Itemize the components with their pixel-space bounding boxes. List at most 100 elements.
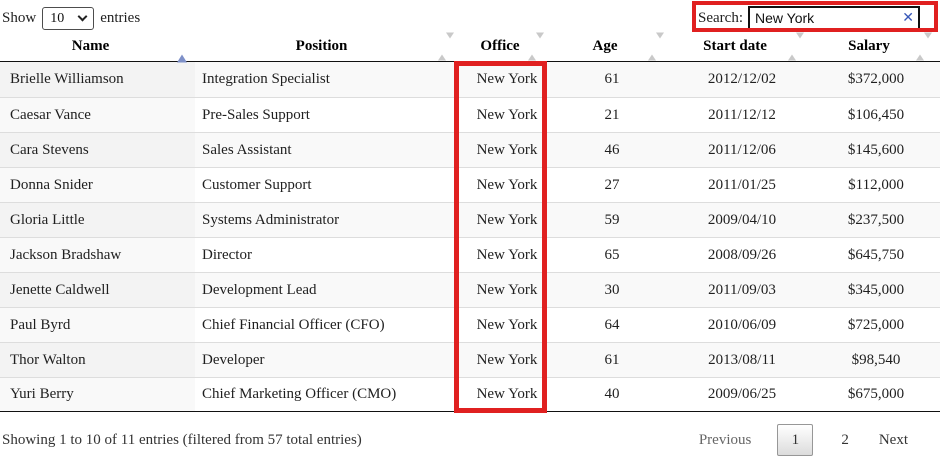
table-row: Cara Stevens Sales Assistant New York 46… — [0, 132, 940, 167]
cell-position: Chief Marketing Officer (CMO) — [195, 377, 462, 412]
cell-position: Sales Assistant — [195, 132, 462, 167]
sort-both-icon — [648, 32, 664, 60]
column-label: Start date — [703, 38, 767, 54]
cell-age: 46 — [552, 132, 672, 167]
cell-salary: $675,000 — [812, 377, 940, 412]
column-header-salary[interactable]: Salary — [812, 32, 940, 62]
cell-age: 27 — [552, 167, 672, 202]
sort-both-icon — [438, 32, 454, 60]
column-header-office[interactable]: Office — [462, 32, 552, 62]
cell-name: Thor Walton — [0, 342, 195, 377]
cell-name: Cara Stevens — [0, 132, 195, 167]
column-header-start-date[interactable]: Start date — [672, 32, 812, 62]
table-row: Brielle Williamson Integration Specialis… — [0, 62, 940, 97]
show-label: Show — [2, 9, 37, 26]
page-length-select[interactable]: 10 — [42, 6, 95, 30]
search-box: ✕ — [748, 6, 920, 30]
search-control: Search: ✕ — [690, 6, 930, 30]
sort-both-icon — [528, 32, 544, 60]
cell-office: New York — [462, 307, 552, 342]
cell-start-date: 2013/08/11 — [672, 342, 812, 377]
cell-position: Systems Administrator — [195, 202, 462, 237]
cell-salary: $237,500 — [812, 202, 940, 237]
cell-office: New York — [462, 272, 552, 307]
table-row: Jenette Caldwell Development Lead New Yo… — [0, 272, 940, 307]
cell-name: Donna Snider — [0, 167, 195, 202]
cell-age: 59 — [552, 202, 672, 237]
cell-name: Yuri Berry — [0, 377, 195, 412]
cell-start-date: 2009/04/10 — [672, 202, 812, 237]
cell-salary: $106,450 — [812, 97, 940, 132]
cell-salary: $98,540 — [812, 342, 940, 377]
table-row: Paul Byrd Chief Financial Officer (CFO) … — [0, 307, 940, 342]
page-length-control: Show 10 entries — [2, 6, 141, 30]
cell-start-date: 2011/01/25 — [672, 167, 812, 202]
cell-salary: $345,000 — [812, 272, 940, 307]
cell-office: New York — [462, 167, 552, 202]
cell-position: Development Lead — [195, 272, 462, 307]
cell-age: 61 — [604, 71, 620, 87]
cell-start-date: 2011/12/06 — [672, 132, 812, 167]
previous-button[interactable]: Previous — [698, 431, 752, 448]
column-label: Salary — [848, 38, 890, 54]
clear-search-icon[interactable]: ✕ — [902, 10, 914, 26]
table-body: Brielle Williamson Integration Specialis… — [0, 62, 940, 412]
page-2-button[interactable]: 2 — [841, 431, 849, 448]
table-controls: Show 10 entries Search: ✕ — [0, 0, 940, 32]
table-row: Yuri Berry Chief Marketing Officer (CMO)… — [0, 377, 940, 412]
cell-position: Customer Support — [195, 167, 462, 202]
cell-position: Developer — [195, 342, 462, 377]
entries-label: entries — [100, 9, 141, 26]
column-header-position[interactable]: Position — [195, 32, 462, 62]
cell-name: Jackson Bradshaw — [0, 237, 195, 272]
cell-age: 30 — [552, 272, 672, 307]
cell-name: Gloria Little — [0, 202, 195, 237]
header-row: Name Position Office Age Start date — [0, 32, 940, 62]
cell-name: Caesar Vance — [0, 97, 195, 132]
cell-start-date: 2011/12/12 — [672, 97, 812, 132]
cell-position: Integration Specialist — [202, 71, 330, 87]
page-1-button[interactable]: 1 — [777, 424, 814, 456]
column-header-age[interactable]: Age — [552, 32, 672, 62]
cell-name: Brielle Williamson — [0, 62, 195, 97]
cell-start-date: 2008/09/26 — [672, 237, 812, 272]
pagination: Previous 1 2 Next — [685, 424, 922, 456]
cell-name: Paul Byrd — [0, 307, 195, 342]
cell-age: 64 — [552, 307, 672, 342]
page-length-select-shell: 10 — [42, 6, 95, 30]
cell-salary: $145,600 — [812, 132, 940, 167]
cell-salary: $725,000 — [812, 307, 940, 342]
table-info: Showing 1 to 10 of 11 entries (filtered … — [2, 431, 362, 448]
table-footer: Showing 1 to 10 of 11 entries (filtered … — [0, 412, 940, 456]
next-button[interactable]: Next — [878, 431, 908, 448]
search-input[interactable] — [748, 6, 920, 30]
table-row: Donna Snider Customer Support New York 2… — [0, 167, 940, 202]
table-row: Caesar Vance Pre-Sales Support New York … — [0, 97, 940, 132]
cell-age: 21 — [552, 97, 672, 132]
cell-age: 65 — [552, 237, 672, 272]
cell-office: New York — [462, 342, 552, 377]
cell-office: New York — [476, 71, 538, 87]
cell-position: Director — [195, 237, 462, 272]
sort-both-icon — [916, 32, 932, 60]
cell-position: Chief Financial Officer (CFO) — [195, 307, 462, 342]
cell-office: New York — [462, 132, 552, 167]
cell-office: New York — [462, 202, 552, 237]
table-row: Thor Walton Developer New York 61 2013/0… — [0, 342, 940, 377]
column-label: Position — [295, 38, 348, 54]
column-header-name[interactable]: Name — [0, 32, 195, 62]
column-label: Office — [480, 38, 520, 54]
cell-age: 61 — [552, 342, 672, 377]
search-label: Search: — [698, 9, 743, 26]
cell-position: Pre-Sales Support — [195, 97, 462, 132]
table-row: Gloria Little Systems Administrator New … — [0, 202, 940, 237]
cell-start-date: 2012/12/02 — [707, 71, 777, 87]
cell-salary: $645,750 — [812, 237, 940, 272]
cell-office: New York — [462, 377, 552, 412]
cell-office: New York — [462, 97, 552, 132]
sort-asc-icon — [177, 38, 187, 62]
cell-salary: $372,000 — [847, 71, 905, 87]
cell-start-date: 2009/06/25 — [672, 377, 812, 412]
column-label: Name — [71, 38, 110, 54]
